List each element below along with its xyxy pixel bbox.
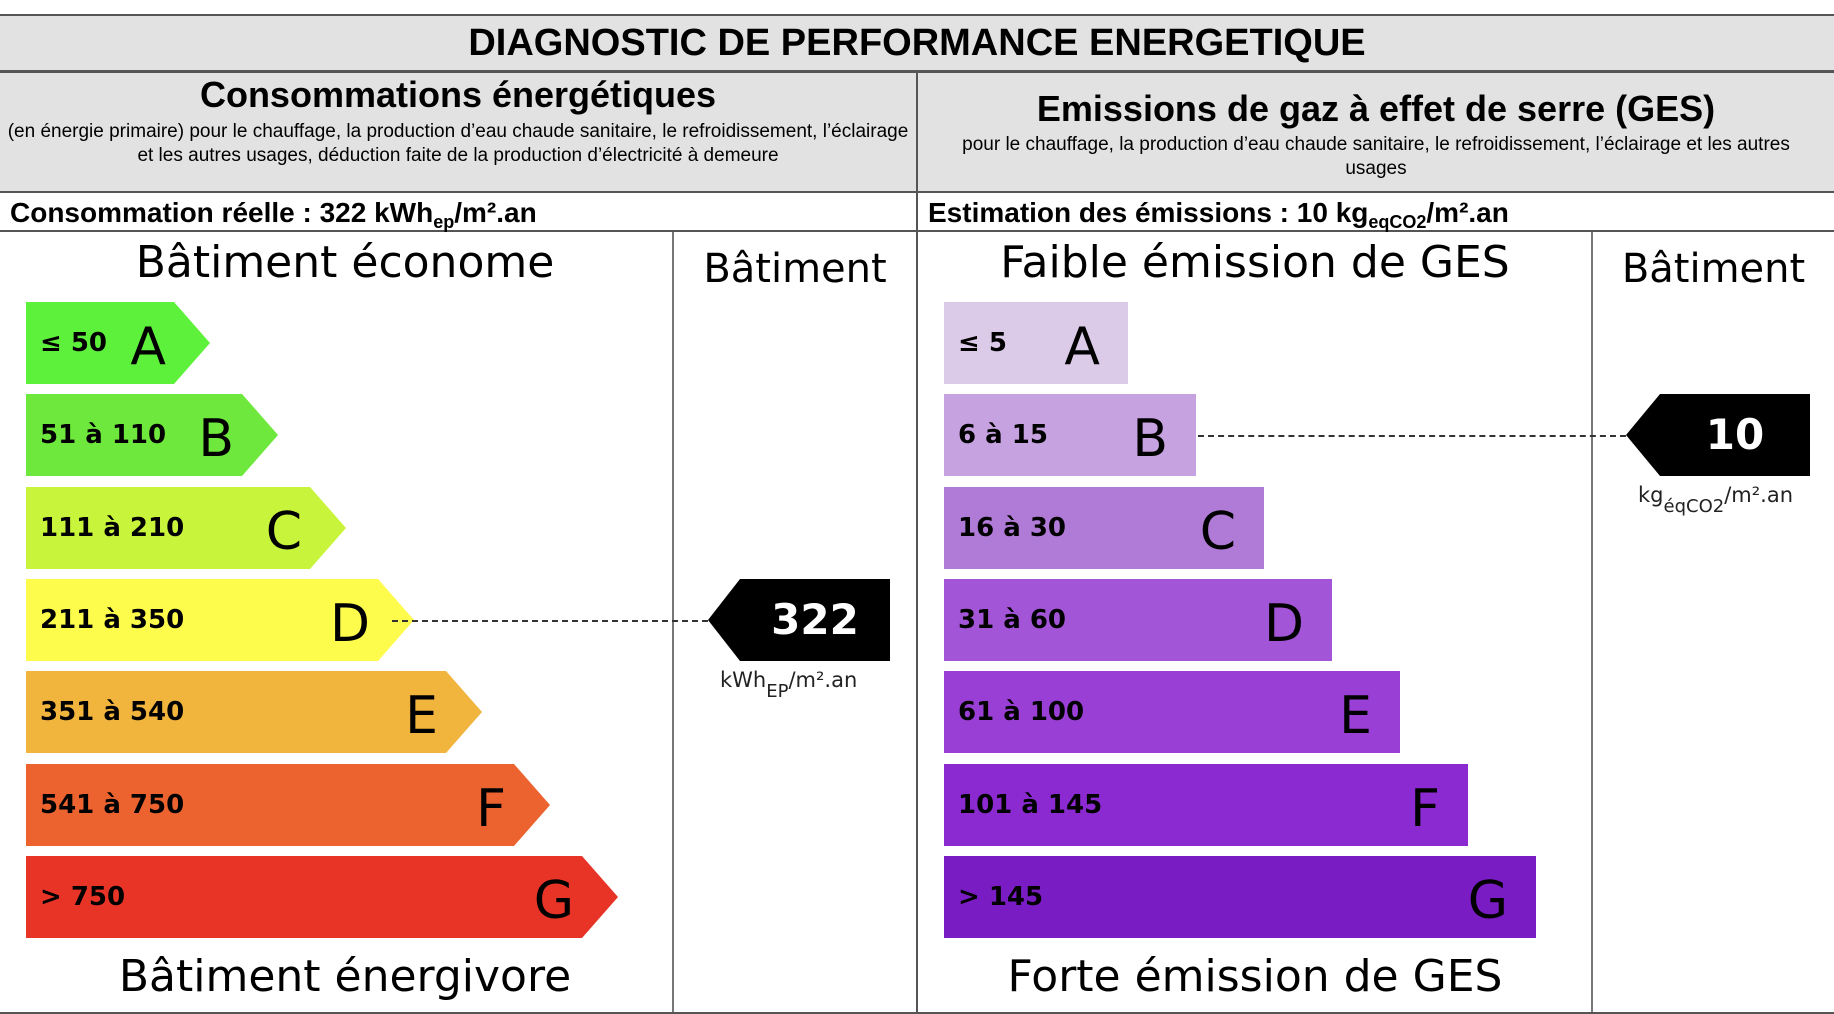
energy-class-a-bar: ≤ 50 A — [26, 302, 210, 384]
energy-class-c-letter: C — [265, 502, 302, 562]
ghg-leader-line — [1198, 435, 1626, 437]
rule-top — [0, 14, 1834, 16]
ghg-class-c-bar: 16 à 30 C — [944, 487, 1264, 569]
ghg-column-divider — [1591, 232, 1593, 1012]
ghg-class-d-range: 31 à 60 — [958, 605, 1067, 635]
ghg-class-f-letter: F — [1410, 779, 1440, 839]
ghg-real-emissions: Estimation des émissions : 10 kgeqCO2/m²… — [928, 197, 1509, 232]
energy-class-a-range: ≤ 50 — [40, 328, 108, 358]
energy-leader-line — [392, 620, 708, 622]
energy-class-e-bar: 351 à 540 E — [26, 671, 482, 753]
energy-class-b-range: 51 à 110 — [40, 420, 167, 450]
energy-class-d-letter: D — [329, 594, 370, 654]
energy-class-e-range: 351 à 540 — [40, 697, 185, 727]
energy-subtitle: (en énergie primaire) pour le chauffage,… — [7, 121, 909, 166]
energy-class-b-bar: 51 à 110 B — [26, 394, 278, 476]
ghg-class-c-letter: C — [1199, 502, 1236, 562]
energy-top-label: Bâtiment économe — [135, 237, 555, 288]
energy-class-e-letter: E — [405, 686, 438, 746]
ghg-top-label: Faible émission de GES — [1000, 237, 1510, 288]
ghg-class-b-letter: B — [1132, 409, 1168, 469]
ghg-class-b-bar: 6 à 15 B — [944, 394, 1196, 476]
ghg-subtitle: pour le chauffage, la production d’eau c… — [962, 134, 1790, 179]
ghg-unit: kgéqCO2/m².an — [1638, 483, 1794, 517]
energy-title: Consommations énergétiques — [199, 74, 717, 115]
energy-real-consumption: Consommation réelle : 322 kWhep/m².an — [10, 197, 537, 232]
energy-column-divider — [672, 232, 674, 1012]
ghg-class-a-range: ≤ 5 — [958, 328, 1007, 358]
energy-class-d-range: 211 à 350 — [40, 605, 185, 635]
ghg-class-e-letter: E — [1339, 686, 1372, 746]
page-title: DIAGNOSTIC DE PERFORMANCE ENERGETIQUE — [468, 22, 1366, 64]
energy-class-b-letter: B — [198, 409, 234, 469]
energy-value-marker: 322 — [708, 579, 890, 661]
energy-class-f-range: 541 à 750 — [40, 790, 185, 820]
energy-class-f-letter: F — [476, 779, 506, 839]
ghg-value: 10 — [1705, 410, 1765, 459]
rule-title — [0, 70, 1834, 73]
ghg-class-g-bar: > 145 G — [944, 856, 1536, 938]
energy-class-f-bar: 541 à 750 F — [26, 764, 550, 846]
ghg-value-marker: 10 — [1626, 394, 1810, 476]
ghg-bottom-label: Forte émission de GES — [1007, 951, 1503, 1002]
energy-bottom-label: Bâtiment énergivore — [118, 951, 572, 1002]
energy-class-c-range: 111 à 210 — [40, 513, 185, 543]
ghg-class-a-bar: ≤ 5 A — [944, 302, 1128, 384]
energy-class-g-range: > 750 — [40, 882, 126, 912]
ghg-class-a-letter: A — [1064, 317, 1100, 377]
ghg-class-f-range: 101 à 145 — [958, 790, 1103, 820]
ghg-title: Emissions de gaz à effet de serre (GES) — [1036, 88, 1716, 129]
energy-class-d-bar: 211 à 350 D — [26, 579, 414, 661]
ghg-class-e-bar: 61 à 100 E — [944, 671, 1400, 753]
ghg-class-b-range: 6 à 15 — [958, 420, 1048, 450]
ghg-class-d-bar: 31 à 60 D — [944, 579, 1332, 661]
energy-column-label: Bâtiment — [703, 246, 887, 292]
ghg-class-e-range: 61 à 100 — [958, 697, 1085, 727]
energy-value: 322 — [771, 595, 859, 644]
energy-class-c-bar: 111 à 210 C — [26, 487, 346, 569]
ghg-class-f-bar: 101 à 145 F — [944, 764, 1468, 846]
ghg-column-label: Bâtiment — [1621, 246, 1806, 292]
ghg-class-g-letter: G — [1467, 871, 1508, 931]
ghg-class-g-range: > 145 — [958, 882, 1044, 912]
panel-divider — [916, 73, 918, 1014]
energy-unit: kWhEP/m².an — [720, 668, 858, 702]
ghg-class-c-range: 16 à 30 — [958, 513, 1067, 543]
energy-class-g-bar: > 750 G — [26, 856, 618, 938]
ghg-class-d-letter: D — [1263, 594, 1304, 654]
title-band — [0, 16, 1834, 70]
energy-class-g-letter: G — [533, 871, 574, 931]
energy-class-a-letter: A — [130, 317, 166, 377]
